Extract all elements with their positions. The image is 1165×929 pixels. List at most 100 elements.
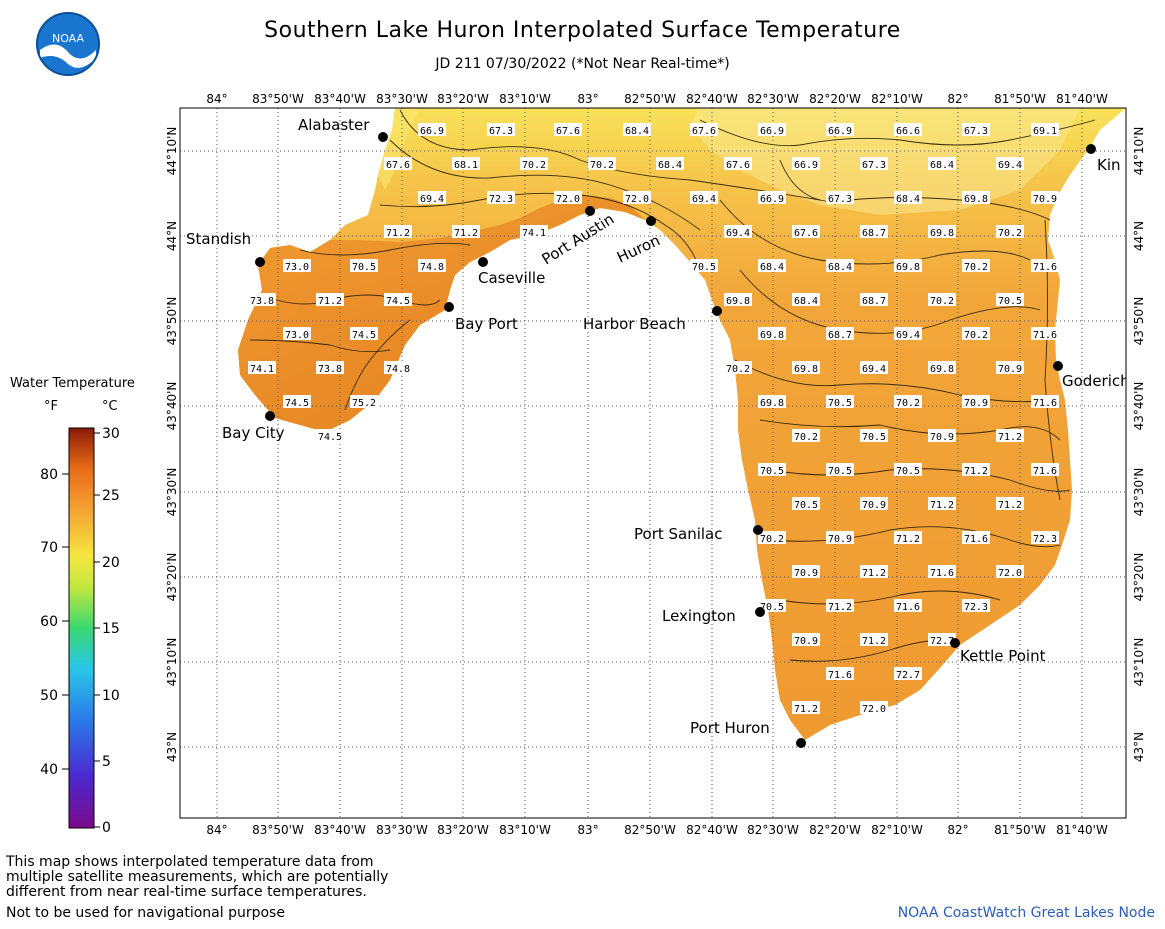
logo-text: NOAA xyxy=(52,32,85,45)
temperature-label: 70.9 xyxy=(1031,191,1059,205)
legend-tick-c: 10 xyxy=(102,688,120,704)
svg-text:68.4: 68.4 xyxy=(794,296,818,307)
temperature-label: 68.4 xyxy=(758,259,786,273)
legend-tick-c: 25 xyxy=(102,488,120,504)
svg-text:68.1: 68.1 xyxy=(454,160,478,171)
svg-text:Kettle Point: Kettle Point xyxy=(960,647,1046,665)
svg-text:74.1: 74.1 xyxy=(250,364,274,375)
svg-text:70.9: 70.9 xyxy=(998,364,1022,375)
place-marker: Goderich xyxy=(1053,361,1126,390)
temperature-label: 71.2 xyxy=(962,463,990,477)
temperature-label: 71.2 xyxy=(452,225,480,239)
longitude-label: 83°40'W xyxy=(314,823,366,837)
svg-text:70.5: 70.5 xyxy=(896,466,920,477)
legend-unit-c: °C xyxy=(102,399,118,414)
svg-text:68.4: 68.4 xyxy=(760,262,784,273)
temperature-label: 71.2 xyxy=(316,293,344,307)
svg-text:66.9: 66.9 xyxy=(760,194,784,205)
svg-text:67.6: 67.6 xyxy=(556,126,580,137)
temperature-label: 73.8 xyxy=(316,361,344,375)
temperature-label: 66.9 xyxy=(758,123,786,137)
svg-text:69.8: 69.8 xyxy=(896,262,920,273)
svg-text:70.5: 70.5 xyxy=(760,466,784,477)
temperature-label: 69.4 xyxy=(690,191,718,205)
legend-tick-f: 60 xyxy=(40,614,58,630)
svg-text:72.0: 72.0 xyxy=(625,194,649,205)
longitude-label: 82° xyxy=(947,823,968,837)
longitude-labels-top: 84° 83°50'W 83°40'W 83°30'W 83°20'W 83°10'W 83… xyxy=(206,92,1108,106)
temperature-label: 72.0 xyxy=(860,701,888,715)
longitude-label: 83°40'W xyxy=(314,92,366,106)
temperature-label: 70.5 xyxy=(758,463,786,477)
footer-note: This map shows interpolated temperature … xyxy=(6,855,388,900)
longitude-label: 82°10'W xyxy=(871,92,923,106)
svg-text:67.6: 67.6 xyxy=(726,160,750,171)
svg-text:74.5: 74.5 xyxy=(285,398,309,409)
temperature-label: 70.5 xyxy=(826,463,854,477)
temperature-label: 67.6 xyxy=(554,123,582,137)
svg-text:66.9: 66.9 xyxy=(420,126,444,137)
noaa-logo: NOAA xyxy=(36,12,100,76)
svg-text:72.3: 72.3 xyxy=(1033,534,1057,545)
temperature-label: 70.2 xyxy=(928,293,956,307)
svg-text:67.3: 67.3 xyxy=(828,194,852,205)
longitude-label: 84° xyxy=(206,823,227,837)
longitude-label: 82°50'W xyxy=(624,92,676,106)
temperature-label: 74.1 xyxy=(520,225,548,239)
svg-text:67.6: 67.6 xyxy=(692,126,716,137)
longitude-label: 83°10'W xyxy=(499,92,551,106)
temperature-label: 70.9 xyxy=(928,429,956,443)
svg-text:70.2: 70.2 xyxy=(964,330,988,341)
longitude-label: 81°40'W xyxy=(1056,823,1108,837)
temperature-label: 70.2 xyxy=(588,157,616,171)
svg-text:73.8: 73.8 xyxy=(318,364,342,375)
svg-text:72.0: 72.0 xyxy=(998,568,1022,579)
svg-text:69.8: 69.8 xyxy=(726,296,750,307)
longitude-label: 82°10'W xyxy=(871,823,923,837)
svg-text:69.4: 69.4 xyxy=(896,330,920,341)
latitude-label: 43°20'N xyxy=(165,553,179,602)
temperature-label-layer: 66.9 67.3 67.6 68.4 67.6 66.9 66.9 66.6 67.3 69.1… xyxy=(248,123,1059,715)
svg-text:75.2: 75.2 xyxy=(352,398,376,409)
temperature-label: 66.9 xyxy=(758,191,786,205)
longitude-label: 83°10'W xyxy=(499,823,551,837)
svg-text:70.9: 70.9 xyxy=(862,500,886,511)
footer-note-line: This map shows interpolated temperature … xyxy=(6,854,374,870)
svg-text:67.6: 67.6 xyxy=(386,160,410,171)
svg-text:Harbor Beach: Harbor Beach xyxy=(583,315,686,333)
temperature-label: 68.1 xyxy=(452,157,480,171)
svg-text:69.8: 69.8 xyxy=(930,228,954,239)
svg-text:68.7: 68.7 xyxy=(862,228,886,239)
temperature-label: 70.9 xyxy=(792,565,820,579)
svg-text:70.9: 70.9 xyxy=(964,398,988,409)
temperature-label: 70.5 xyxy=(860,429,888,443)
svg-text:67.3: 67.3 xyxy=(862,160,886,171)
svg-text:68.4: 68.4 xyxy=(896,194,920,205)
place-marker: Harbor Beach xyxy=(583,306,722,333)
temperature-label: 69.8 xyxy=(724,293,752,307)
color-scale-bar xyxy=(68,427,95,829)
svg-text:68.4: 68.4 xyxy=(625,126,649,137)
svg-text:Bay City: Bay City xyxy=(222,424,285,442)
temperature-label: 70.2 xyxy=(996,225,1024,239)
temperature-label: 74.5 xyxy=(316,429,344,443)
temperature-label: 70.5 xyxy=(792,497,820,511)
longitude-label: 83°20'W xyxy=(437,823,489,837)
svg-text:71.2: 71.2 xyxy=(930,500,954,511)
temperature-label: 74.8 xyxy=(384,361,412,375)
temperature-label: 72.7 xyxy=(894,667,922,681)
legend-tick-f: 70 xyxy=(40,540,58,556)
svg-text:70.5: 70.5 xyxy=(828,466,852,477)
svg-text:72.7: 72.7 xyxy=(930,636,954,647)
temperature-label: 70.9 xyxy=(996,361,1024,375)
svg-text:71.6: 71.6 xyxy=(1033,330,1057,341)
longitude-label: 84° xyxy=(206,92,227,106)
temperature-label: 66.9 xyxy=(826,123,854,137)
svg-text:68.7: 68.7 xyxy=(828,330,852,341)
svg-text:70.5: 70.5 xyxy=(352,262,376,273)
temperature-label: 66.9 xyxy=(418,123,446,137)
svg-text:Bay Port: Bay Port xyxy=(455,315,518,333)
temperature-label: 70.2 xyxy=(724,361,752,375)
temperature-label: 69.4 xyxy=(996,157,1024,171)
